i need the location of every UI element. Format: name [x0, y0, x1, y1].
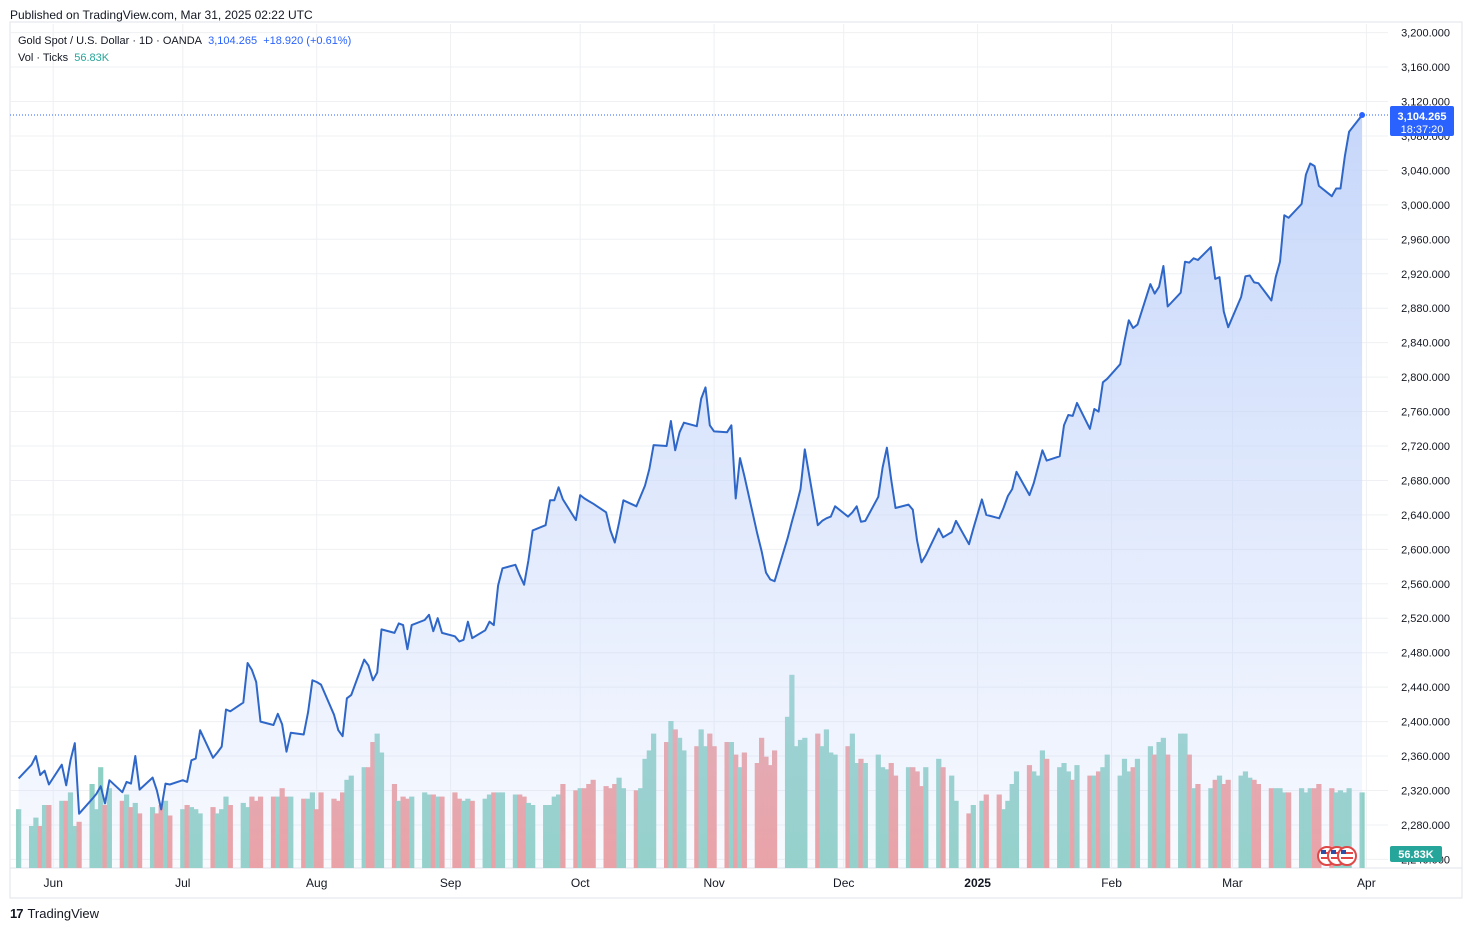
y-tick-label: 3,040.000 [1401, 165, 1450, 177]
y-tick-label: 2,400.000 [1401, 717, 1450, 729]
x-tick-label: Feb [1101, 876, 1122, 890]
y-tick-label: 2,440.000 [1401, 682, 1450, 694]
volume-value: 56.83K [74, 52, 110, 64]
y-tick-label: 2,720.000 [1401, 441, 1450, 453]
volume-legend[interactable]: Vol · Ticks 56.83K [18, 52, 109, 64]
y-tick-label: 2,320.000 [1401, 785, 1450, 797]
y-tick-label: 2,560.000 [1401, 579, 1450, 591]
price-area-fill [18, 115, 1363, 869]
last-price-point[interactable] [1359, 112, 1366, 119]
last-price: 3,104.265 [208, 35, 258, 47]
chart-frame [9, 21, 1463, 899]
y-tick-label: 2,960.000 [1401, 234, 1450, 246]
y-tick-label: 2,920.000 [1401, 269, 1450, 281]
symbol-legend[interactable]: Gold Spot / U.S. Dollar · 1D · OANDA 3,1… [18, 35, 351, 47]
y-tick-label: 3,200.000 [1401, 28, 1450, 40]
x-tick-label: Dec [833, 876, 854, 890]
y-tick-label: 2,360.000 [1401, 751, 1450, 763]
y-tick-label: 2,640.000 [1401, 510, 1450, 522]
x-tick-label: Sep [440, 876, 462, 890]
x-tick-label: Nov [703, 876, 724, 890]
y-tick-label: 2,880.000 [1401, 303, 1450, 315]
y-tick-label: 3,120.000 [1401, 97, 1450, 109]
price-change: +18.920 (+0.61%) [263, 35, 352, 47]
y-tick-label: 2,760.000 [1401, 407, 1450, 419]
brand-name: TradingView [27, 906, 100, 921]
x-tick-label: Aug [306, 876, 327, 890]
y-tick-label: 3,000.000 [1401, 200, 1450, 212]
y-tick-label: 2,600.000 [1401, 544, 1450, 556]
symbol-title: Gold Spot / U.S. Dollar · 1D · OANDA [18, 35, 202, 47]
x-tick-label: Apr [1357, 876, 1376, 890]
x-tick-label: 2025 [964, 876, 991, 890]
price-tag-value: 3,104.265 [1398, 111, 1447, 123]
y-tick-label: 2,520.000 [1401, 613, 1450, 625]
x-tick-label: Mar [1222, 876, 1243, 890]
x-tick-label: Jul [175, 876, 190, 890]
y-tick-label: 3,160.000 [1401, 62, 1450, 74]
volume-axis-tag: 56.83K [1390, 846, 1442, 862]
tradingview-brand[interactable]: 17 TradingView [10, 906, 99, 921]
volume-tag-value: 56.83K [1398, 849, 1434, 861]
y-tick-label: 2,480.000 [1401, 648, 1450, 660]
x-tick-label: Oct [571, 876, 590, 890]
volume-label: Vol · Ticks [18, 52, 69, 64]
y-tick-label: 2,840.000 [1401, 338, 1450, 350]
tradingview-logo-icon: 17 [10, 906, 24, 921]
y-tick-label: 2,280.000 [1401, 820, 1450, 832]
y-tick-label: 2,680.000 [1401, 475, 1450, 487]
y-tick-label: 2,800.000 [1401, 372, 1450, 384]
price-tag-countdown: 18:37:20 [1401, 124, 1444, 136]
published-caption: Published on TradingView.com, Mar 31, 20… [10, 8, 313, 22]
price-series-line[interactable] [17, 114, 1363, 815]
x-tick-label: Jun [44, 876, 63, 890]
us-flag-event-icon[interactable] [1337, 846, 1357, 866]
